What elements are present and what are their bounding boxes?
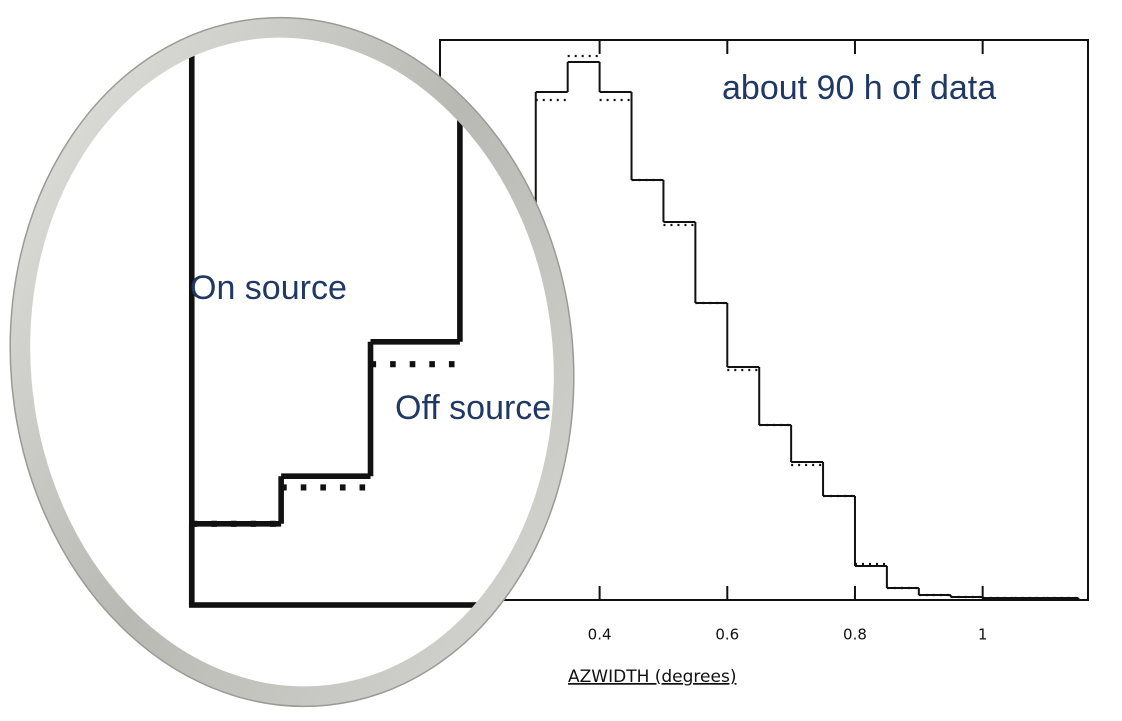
x-tick-label: 0.8	[843, 626, 867, 644]
annotation: about 90 h of data	[722, 69, 996, 107]
x-tick-label: 0.4	[588, 626, 612, 644]
series-label: On source	[190, 269, 347, 307]
chart: 0.40.60.81 about 90 h of data On source …	[0, 0, 1122, 721]
x-tick-label: 1	[978, 626, 988, 644]
x-axis-label: AZWIDTH (degrees)	[568, 667, 736, 687]
x-tick-label: 0.6	[715, 626, 739, 644]
series-label: Off source	[395, 389, 551, 427]
